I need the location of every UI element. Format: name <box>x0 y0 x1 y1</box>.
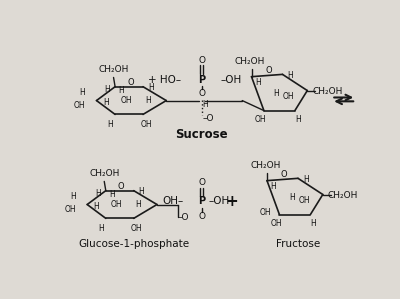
Text: OH: OH <box>298 196 310 205</box>
Text: Fructose: Fructose <box>276 239 320 249</box>
Text: H: H <box>295 115 301 124</box>
Text: H: H <box>303 176 309 184</box>
Text: O: O <box>281 170 287 179</box>
Text: –OH: –OH <box>208 196 229 206</box>
Text: H: H <box>94 202 99 210</box>
Text: OH: OH <box>260 208 271 217</box>
Text: O: O <box>198 179 206 187</box>
Text: H: H <box>289 193 295 202</box>
Text: H: H <box>274 89 279 98</box>
Text: H: H <box>108 120 113 129</box>
Text: –O: –O <box>178 213 189 222</box>
Text: O: O <box>198 89 206 98</box>
Text: Glucose-1-phosphate: Glucose-1-phosphate <box>78 239 189 249</box>
Text: O: O <box>127 77 134 87</box>
Text: OH: OH <box>111 200 122 209</box>
Text: O: O <box>198 212 206 221</box>
Text: H: H <box>103 97 109 107</box>
Text: O: O <box>198 56 206 65</box>
Text: P: P <box>198 75 206 85</box>
Text: H: H <box>145 96 150 105</box>
Text: H: H <box>95 189 101 198</box>
Text: OH–: OH– <box>162 196 183 206</box>
Text: H: H <box>104 85 110 94</box>
Text: H: H <box>202 100 208 109</box>
Text: O: O <box>265 66 272 75</box>
Text: OH: OH <box>255 115 267 124</box>
Text: OH: OH <box>140 120 152 129</box>
Text: H: H <box>109 190 115 199</box>
Text: OH: OH <box>270 219 282 228</box>
Text: + HO–: + HO– <box>148 75 181 85</box>
Text: OH: OH <box>74 101 85 110</box>
Text: H: H <box>287 71 293 80</box>
Text: H: H <box>138 187 144 196</box>
Text: CH₂OH: CH₂OH <box>328 191 358 200</box>
Text: –OH: –OH <box>220 75 242 85</box>
Text: –O: –O <box>202 114 214 123</box>
Text: CH₂OH: CH₂OH <box>98 65 129 74</box>
Text: H: H <box>118 86 124 95</box>
Text: OH: OH <box>120 96 132 105</box>
Text: Sucrose: Sucrose <box>175 128 228 141</box>
Text: H: H <box>270 182 276 191</box>
Text: P: P <box>198 196 206 206</box>
Text: H: H <box>70 192 76 201</box>
Text: CH₂OH: CH₂OH <box>89 169 120 178</box>
Text: CH₂OH: CH₂OH <box>250 161 281 170</box>
Text: H: H <box>311 219 316 228</box>
Text: +: + <box>226 194 238 209</box>
Text: H: H <box>136 200 141 209</box>
Text: H: H <box>80 89 86 97</box>
Text: OH: OH <box>283 92 294 101</box>
Text: H: H <box>148 83 154 92</box>
Text: CH₂OH: CH₂OH <box>235 57 265 66</box>
Text: OH: OH <box>131 224 143 233</box>
Text: O: O <box>118 182 125 191</box>
Text: CH₂OH: CH₂OH <box>312 87 343 96</box>
Text: H: H <box>98 224 104 233</box>
Text: OH: OH <box>64 205 76 214</box>
Text: H: H <box>255 78 260 87</box>
